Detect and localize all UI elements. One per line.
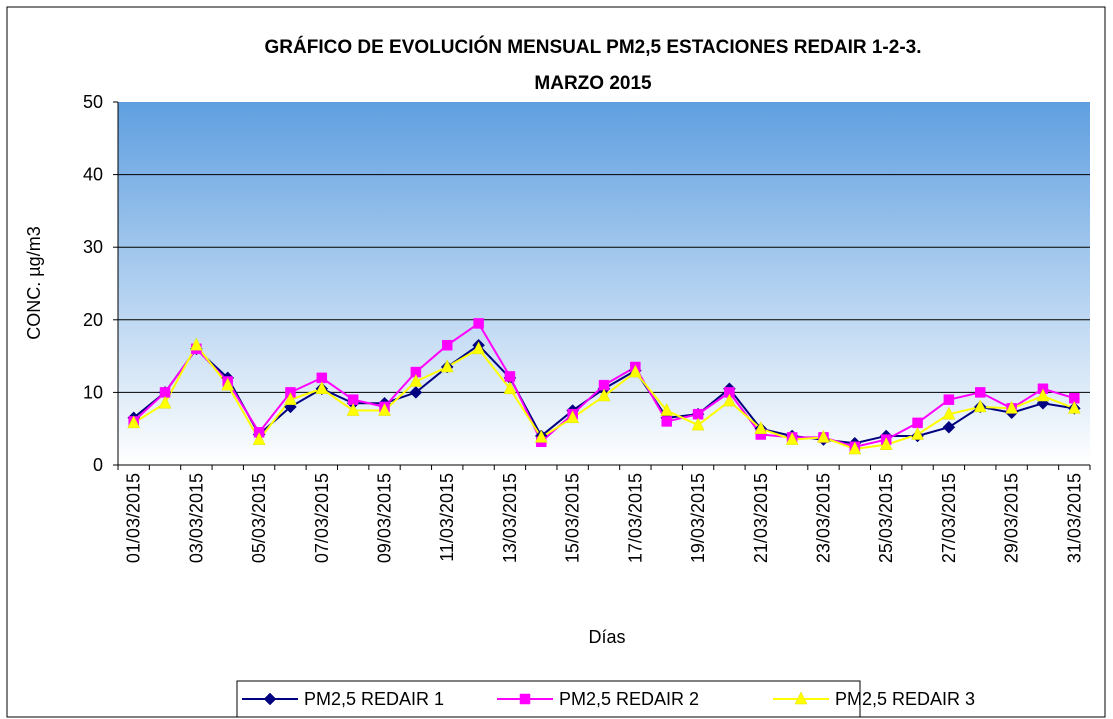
y-tick-label: 30 — [83, 237, 103, 257]
x-tick-label: 19/03/2015 — [688, 473, 708, 563]
data-point — [346, 402, 360, 416]
data-point — [159, 387, 171, 398]
data-point — [943, 394, 955, 405]
data-point — [472, 341, 485, 355]
data-point — [879, 437, 893, 450]
data-point — [347, 394, 359, 405]
data-point — [597, 388, 611, 402]
data-point — [942, 406, 956, 420]
chart-title: MARZO 2015 — [534, 73, 652, 94]
data-point — [221, 377, 235, 391]
data-point — [691, 417, 705, 431]
data-point — [661, 416, 672, 427]
data-point — [848, 441, 862, 455]
data-point — [724, 387, 735, 398]
y-tick-label: 40 — [83, 165, 103, 185]
x-tick-label: 01/03/2015 — [124, 473, 144, 563]
x-tick-label: 27/03/2015 — [939, 473, 959, 563]
legend-label: PM2,5 REDAIR 2 — [559, 689, 699, 709]
y-tick-label: 0 — [93, 455, 103, 475]
data-point — [660, 402, 674, 416]
data-point — [566, 410, 580, 424]
data-point — [1005, 400, 1019, 414]
data-point — [911, 426, 924, 440]
y-tick-label: 20 — [83, 310, 103, 330]
data-point — [504, 371, 516, 382]
x-tick-label: 15/03/2015 — [563, 473, 583, 563]
data-point — [252, 432, 266, 445]
data-point — [284, 392, 297, 405]
y-tick-label: 50 — [83, 92, 103, 112]
legend-marker — [519, 693, 531, 705]
data-point — [410, 366, 422, 378]
data-point — [1036, 388, 1050, 402]
data-point — [1067, 400, 1081, 414]
x-tick-label: 13/03/2015 — [500, 473, 520, 563]
x-tick-label: 23/03/2015 — [813, 473, 833, 563]
y-axis-label: CONC. µg/m3 — [24, 226, 44, 339]
data-point — [158, 395, 172, 409]
data-point — [785, 432, 799, 445]
x-tick-label: 07/03/2015 — [312, 473, 332, 563]
data-point — [189, 337, 203, 351]
x-axis-label: Días — [588, 627, 625, 647]
plot-area — [118, 102, 1090, 465]
data-point — [409, 373, 423, 387]
data-point — [316, 372, 328, 384]
data-point — [1069, 392, 1080, 404]
data-point — [534, 429, 548, 443]
legend-label: PM2,5 REDAIR 3 — [835, 689, 975, 709]
x-tick-label: 31/03/2015 — [1064, 473, 1084, 563]
data-point — [973, 399, 987, 413]
legend-marker — [794, 691, 808, 705]
data-point — [975, 387, 986, 398]
data-point — [409, 386, 423, 399]
data-point — [473, 318, 484, 329]
legend-marker — [263, 692, 277, 706]
x-tick-label: 11/03/2015 — [437, 473, 457, 562]
x-tick-label: 17/03/2015 — [625, 473, 645, 563]
data-point — [754, 421, 768, 434]
data-point — [817, 429, 830, 443]
data-point — [723, 393, 736, 407]
data-point — [692, 408, 704, 420]
x-tick-label: 03/03/2015 — [186, 473, 206, 563]
y-tick-label: 10 — [83, 382, 103, 402]
x-tick-label: 25/03/2015 — [876, 473, 896, 563]
data-point — [378, 402, 391, 416]
data-point — [912, 417, 923, 429]
data-point — [942, 420, 956, 434]
chart-title: GRÁFICO DE EVOLUCIÓN MENSUAL PM2,5 ESTAC… — [265, 36, 922, 58]
data-point — [440, 359, 454, 373]
data-point — [441, 339, 453, 351]
data-point — [127, 415, 141, 429]
legend-label: PM2,5 REDAIR 1 — [304, 689, 444, 709]
x-tick-label: 29/03/2015 — [1002, 473, 1022, 563]
data-point — [628, 364, 642, 378]
x-tick-label: 05/03/2015 — [249, 473, 269, 563]
data-point — [503, 381, 517, 395]
x-tick-label: 21/03/2015 — [751, 473, 771, 563]
data-point — [315, 381, 329, 395]
x-tick-label: 09/03/2015 — [375, 473, 395, 563]
data-point — [598, 379, 610, 391]
